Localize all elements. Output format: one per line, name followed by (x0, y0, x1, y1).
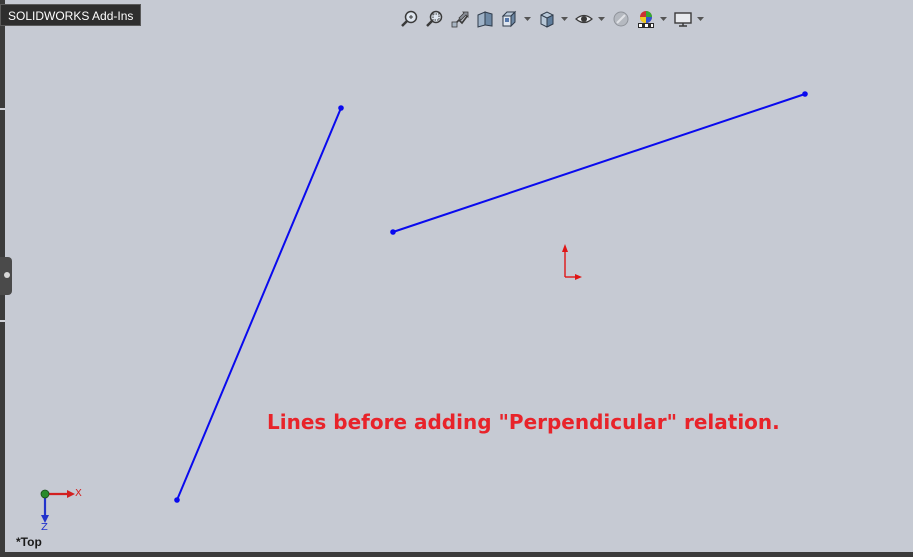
heads-up-view-toolbar (398, 7, 708, 31)
zoom-to-fit-icon[interactable] (398, 7, 422, 31)
view-orientation-label: *Top (16, 535, 42, 549)
sketch-line-2[interactable] (390, 91, 808, 235)
sketch-line-1[interactable] (174, 105, 344, 503)
line-2-endpoint[interactable] (802, 91, 808, 97)
previous-view-icon[interactable] (448, 7, 472, 31)
display-style-icon[interactable] (535, 7, 559, 31)
line-1-endpoint[interactable] (338, 105, 344, 111)
view-orientation-icon[interactable] (498, 7, 522, 31)
line-1-endpoint[interactable] (174, 497, 180, 503)
view-orientation-dropdown[interactable] (523, 7, 531, 31)
zoom-to-area-icon[interactable] (423, 7, 447, 31)
section-view-icon[interactable] (473, 7, 497, 31)
view-settings-dropdown[interactable] (696, 7, 704, 31)
apply-scene-icon[interactable] (634, 7, 658, 31)
hide-show-items-dropdown[interactable] (597, 7, 605, 31)
feature-manager-flyout-handle[interactable] (0, 257, 12, 295)
triad-z-label: Z (41, 522, 48, 533)
addins-tab[interactable]: SOLIDWORKS Add-Ins (0, 4, 142, 26)
edit-appearance-icon[interactable] (609, 7, 633, 31)
hide-show-items-icon[interactable] (572, 7, 596, 31)
sketch-origin-icon (562, 244, 582, 280)
line-2-endpoint[interactable] (390, 229, 396, 235)
apply-scene-dropdown[interactable] (659, 7, 667, 31)
sketch-caption: Lines before adding "Perpendicular" rela… (267, 410, 780, 434)
view-settings-icon[interactable] (671, 7, 695, 31)
bottom-border (0, 552, 913, 557)
reference-triad-icon (40, 489, 75, 523)
display-style-dropdown[interactable] (560, 7, 568, 31)
handle-dot-icon (4, 272, 10, 278)
triad-x-label: X (75, 488, 82, 499)
